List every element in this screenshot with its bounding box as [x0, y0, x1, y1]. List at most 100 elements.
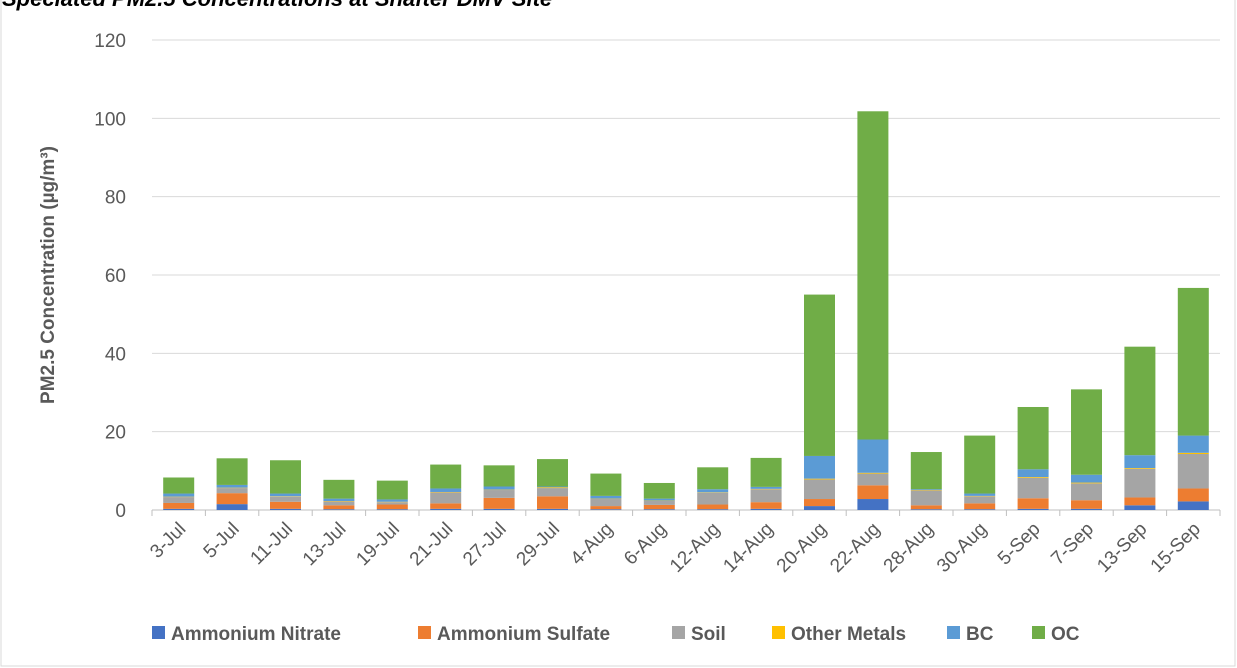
legend-label: Ammonium Sulfate	[437, 624, 610, 645]
y-tick-label: 20	[105, 423, 126, 444]
bar-segment	[590, 495, 622, 499]
x-tick-label: 11-Jul	[247, 519, 297, 569]
bar-segment	[323, 505, 355, 510]
bar-segment	[750, 489, 782, 503]
bar-segment	[697, 509, 729, 510]
legend-swatch	[947, 626, 960, 639]
y-tick-label: 0	[115, 501, 126, 522]
bar-segment	[643, 509, 675, 510]
bar-segment	[910, 509, 942, 510]
bar-segment	[643, 500, 675, 505]
bar-segment	[323, 498, 355, 501]
bar-segment	[697, 489, 729, 493]
x-tick-label: 13-Jul	[299, 519, 350, 570]
x-tick-label: 14-Aug	[719, 519, 777, 577]
x-tick-label: 3-Jul	[146, 519, 190, 563]
bar-segment	[857, 439, 889, 473]
bar-segment	[163, 493, 195, 497]
bar-segment	[376, 504, 408, 510]
bar-segment	[216, 488, 248, 494]
bar-segment	[376, 509, 408, 510]
x-tick-label: 6-Aug	[620, 519, 671, 570]
bar-segment	[376, 502, 408, 505]
bar-segment	[804, 478, 835, 480]
bar-segment	[1177, 488, 1209, 502]
bar-segment	[270, 496, 301, 502]
bar-segment	[857, 473, 889, 486]
bar-segment	[804, 455, 835, 479]
bar-segment	[537, 486, 568, 488]
bar-segment	[910, 452, 942, 490]
x-tick-label: 20-Aug	[773, 519, 831, 577]
bar-segment	[163, 497, 195, 503]
bar-segment	[1124, 346, 1156, 456]
bar-segment	[804, 479, 835, 500]
bar-segment	[483, 497, 515, 509]
x-tick-label: 19-Jul	[352, 519, 403, 570]
x-tick-label: 27-Jul	[459, 519, 510, 570]
bar-segment	[216, 458, 248, 485]
bar-segment	[216, 493, 248, 505]
bar-segment	[590, 499, 622, 507]
legend-label: OC	[1051, 624, 1080, 645]
bar-segment	[910, 505, 942, 510]
bar-segment	[376, 480, 408, 500]
bar-segment	[1177, 453, 1209, 489]
x-tick-label: 21-Jul	[406, 519, 457, 570]
bar-segment	[964, 496, 996, 504]
bar-segment	[697, 504, 729, 510]
x-tick-label: 28-Aug	[880, 519, 938, 577]
x-tick-label: 15-Sep	[1147, 519, 1205, 577]
bar-segment	[483, 486, 515, 490]
x-tick-label: 4-Aug	[567, 519, 618, 570]
bar-segment	[910, 490, 942, 506]
x-tick-label: 12-Aug	[666, 519, 724, 577]
bar-segment	[1071, 500, 1102, 509]
legend-swatch	[1032, 626, 1045, 639]
bar-segment	[964, 435, 996, 494]
x-tick-label: 29-Jul	[513, 519, 564, 570]
bar-segment	[483, 490, 515, 498]
bar-segment	[483, 508, 515, 510]
bar-segment	[270, 460, 301, 494]
bar-segment	[804, 294, 835, 456]
legend-swatch	[418, 626, 431, 639]
legend-label: Other Metals	[791, 624, 906, 645]
bar-segment	[216, 484, 248, 488]
bar-segment	[1124, 468, 1156, 498]
bar-segment	[643, 482, 675, 499]
bar-segment	[1071, 483, 1102, 501]
legend-swatch	[772, 626, 785, 639]
bar-segment	[323, 509, 355, 510]
bar-segment	[1071, 482, 1102, 484]
bar-segment	[1124, 455, 1156, 469]
bar-segment	[537, 488, 568, 497]
y-tick-label: 40	[105, 344, 126, 365]
bar-segment	[430, 503, 462, 509]
x-tick-label: 5-Jul	[200, 519, 244, 563]
bar-segment	[1124, 497, 1156, 506]
bar-segment	[750, 486, 782, 489]
bar-segment	[1017, 508, 1049, 510]
bar-segment	[697, 492, 729, 505]
bar-segment	[270, 493, 301, 497]
bar-segment	[537, 496, 568, 509]
bar-segment	[1017, 406, 1049, 470]
bar-segment	[1017, 469, 1049, 478]
bar-segment	[750, 508, 782, 510]
bar-segment	[537, 459, 568, 487]
bar-segment	[590, 506, 622, 510]
bar-segment	[163, 502, 195, 509]
bar-segment	[430, 492, 462, 504]
x-tick-label: 30-Aug	[933, 519, 991, 577]
x-tick-label: 5-Sep	[994, 519, 1045, 570]
bar-segment	[1124, 505, 1156, 510]
chart-title: Speciated PM2.5 Concentrations at Shafte…	[2, 0, 552, 11]
bar-segment	[270, 501, 301, 509]
bar-segment	[1017, 498, 1049, 509]
bar-segment	[1071, 508, 1102, 510]
bar-segment	[1017, 477, 1049, 499]
bar-segment	[270, 508, 301, 510]
